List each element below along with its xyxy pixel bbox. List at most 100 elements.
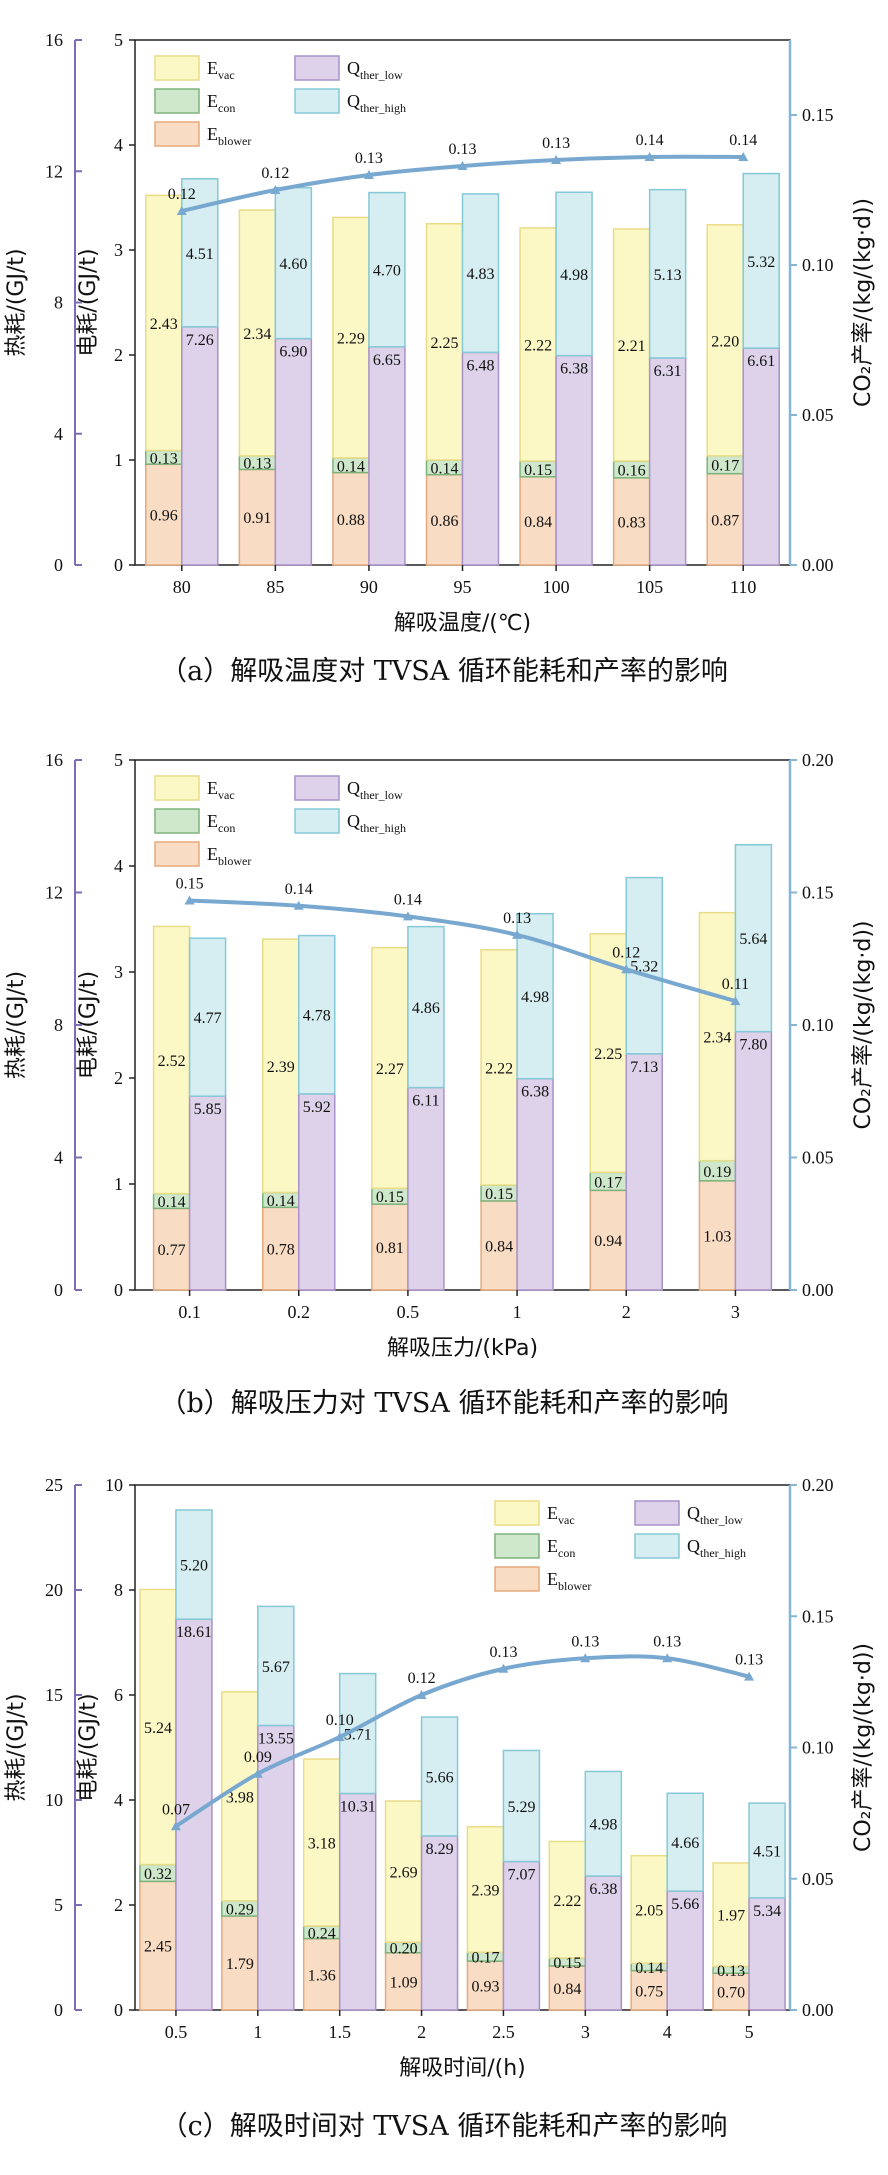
label-e-vac: 2.52	[158, 1053, 186, 1070]
label-e-vac: 2.25	[594, 1046, 622, 1063]
bar-q-high	[502, 1749, 541, 1863]
label-q-low: 6.38	[589, 1881, 617, 1898]
x-tick-label: 0.5	[165, 2022, 188, 2042]
label-q-high: 5.20	[180, 1558, 208, 1575]
label-e-blower: 0.84	[485, 1238, 513, 1255]
bar-q-low	[368, 346, 406, 566]
x-axis-title: 解吸温度/(℃)	[394, 611, 531, 636]
bar-q-low	[748, 1897, 786, 2011]
bar-e-vac	[519, 227, 557, 462]
bar-e-vac	[145, 194, 183, 452]
co2-rate-point	[363, 170, 374, 179]
legend-swatch-q-high	[294, 88, 340, 114]
bar-q-high	[625, 876, 663, 1055]
label-e-blower: 0.84	[524, 514, 552, 531]
bar-q-high	[274, 186, 313, 340]
bar-e-blower	[480, 1200, 518, 1291]
label-q-low: 6.65	[373, 352, 401, 369]
elec-tick-label: 2	[114, 1895, 123, 1915]
label-e-blower: 0.86	[431, 513, 459, 530]
co2-rate-label: 0.14	[394, 891, 422, 908]
label-e-vac: 2.29	[337, 331, 365, 348]
rate-axis-title: CO₂产率/(kg/(kg·d))	[851, 920, 876, 1129]
panel-a: 0.960.132.437.264.51800.910.132.346.904.…	[4, 30, 876, 687]
legend-swatch-e-vac	[154, 775, 200, 801]
legend-label-e-con: Econ	[547, 1536, 575, 1560]
bar-e-vac	[706, 224, 744, 457]
legend-swatch-e-vac	[494, 1500, 540, 1526]
heat-tick-label: 5	[54, 1895, 63, 1915]
bar-e-vac	[332, 216, 370, 459]
co2-rate-point	[457, 161, 468, 170]
co2-rate-point	[176, 206, 187, 215]
heat-tick-label: 20	[45, 1580, 63, 1600]
label-e-blower: 0.78	[267, 1242, 295, 1259]
co2-rate-point	[293, 900, 304, 910]
bar-q-low	[298, 1093, 336, 1291]
bar-e-blower	[302, 1937, 341, 2011]
co2-rate-point	[644, 152, 655, 161]
label-q-low: 6.38	[521, 1084, 549, 1101]
plot-frame	[134, 759, 791, 1291]
label-e-vac: 1.97	[717, 1908, 745, 1925]
co2-rate-label: 0.14	[285, 881, 313, 898]
x-tick-label: 95	[454, 577, 472, 597]
label-e-vac: 2.20	[711, 333, 739, 350]
panel-b: 0.77 0.14 2.52 5.85 4.77 0.1 0.78 0.14 2.39 5.92 4…	[4, 750, 876, 1419]
co2-rate-label: 0.12	[612, 944, 640, 961]
legend-label-q-low: Qther_low	[347, 778, 403, 802]
heat-tick-label: 0	[54, 555, 63, 575]
co2-rate-label: 0.09	[244, 1749, 272, 1766]
legend-label-e-vac: Evac	[547, 1503, 575, 1527]
label-e-blower: 1.79	[226, 1956, 254, 1973]
bar-q-low	[407, 1086, 445, 1291]
bar-q-low	[584, 1875, 623, 2011]
label-q-high: 5.32	[747, 254, 775, 271]
bar-e-vac	[152, 925, 191, 1195]
co2-rate-point	[184, 895, 195, 905]
label-q-high: 4.98	[560, 267, 588, 284]
label-q-low: 6.90	[279, 344, 307, 361]
legend-swatch-q-high	[294, 808, 340, 834]
x-tick-label: 80	[173, 577, 191, 597]
bar-q-high	[555, 191, 593, 357]
x-tick-label: 2	[622, 1302, 631, 1322]
rate-tick-label: 0.00	[802, 555, 834, 575]
rate-axis-title: CO₂产率/(kg/(kg·d))	[851, 198, 876, 407]
bar-e-blower	[548, 1965, 587, 2011]
bar-e-vac	[712, 1862, 750, 1968]
label-q-low: 6.48	[467, 357, 495, 374]
legend-label-q-low: Qther_low	[687, 1503, 743, 1527]
heat-tick-label: 12	[45, 161, 63, 181]
co2-rate-label: 0.07	[162, 1801, 190, 1818]
label-e-con: 0.14	[337, 458, 365, 475]
co2-rate-label: 0.13	[355, 150, 383, 167]
heat-axis-title: 热耗/(GJ/t)	[4, 1693, 29, 1801]
bar-q-low	[516, 1077, 554, 1291]
co2-rate-label: 0.15	[176, 875, 204, 892]
legend-label-e-blower: Eblower	[207, 124, 251, 148]
label-e-blower: 0.91	[243, 510, 271, 527]
x-tick-label: 1	[253, 2022, 262, 2042]
label-e-vac: 2.69	[390, 1865, 418, 1882]
label-e-con: 0.17	[594, 1174, 622, 1191]
label-q-low: 7.80	[739, 1037, 767, 1054]
label-e-vac: 2.22	[485, 1060, 513, 1077]
elec-tick-label: 4	[114, 856, 123, 876]
x-tick-label: 1.5	[328, 2022, 351, 2042]
co2-rate-label: 0.13	[542, 135, 570, 152]
co2-rate-point	[738, 152, 749, 161]
bar-q-high	[298, 934, 336, 1095]
rate-tick-label: 0.00	[802, 2000, 834, 2020]
label-e-vac: 2.05	[635, 1902, 663, 1919]
label-e-con: 0.16	[618, 462, 646, 479]
label-e-vac: 2.39	[267, 1059, 295, 1076]
x-tick-label: 1	[513, 1302, 522, 1322]
bar-q-high	[748, 1802, 786, 1899]
label-e-con: 0.14	[635, 1960, 663, 1977]
bar-e-blower	[466, 1960, 505, 2011]
bar-q-low	[734, 1030, 773, 1291]
label-q-high: 4.60	[279, 256, 307, 273]
heat-tick-label: 25	[45, 1475, 63, 1495]
